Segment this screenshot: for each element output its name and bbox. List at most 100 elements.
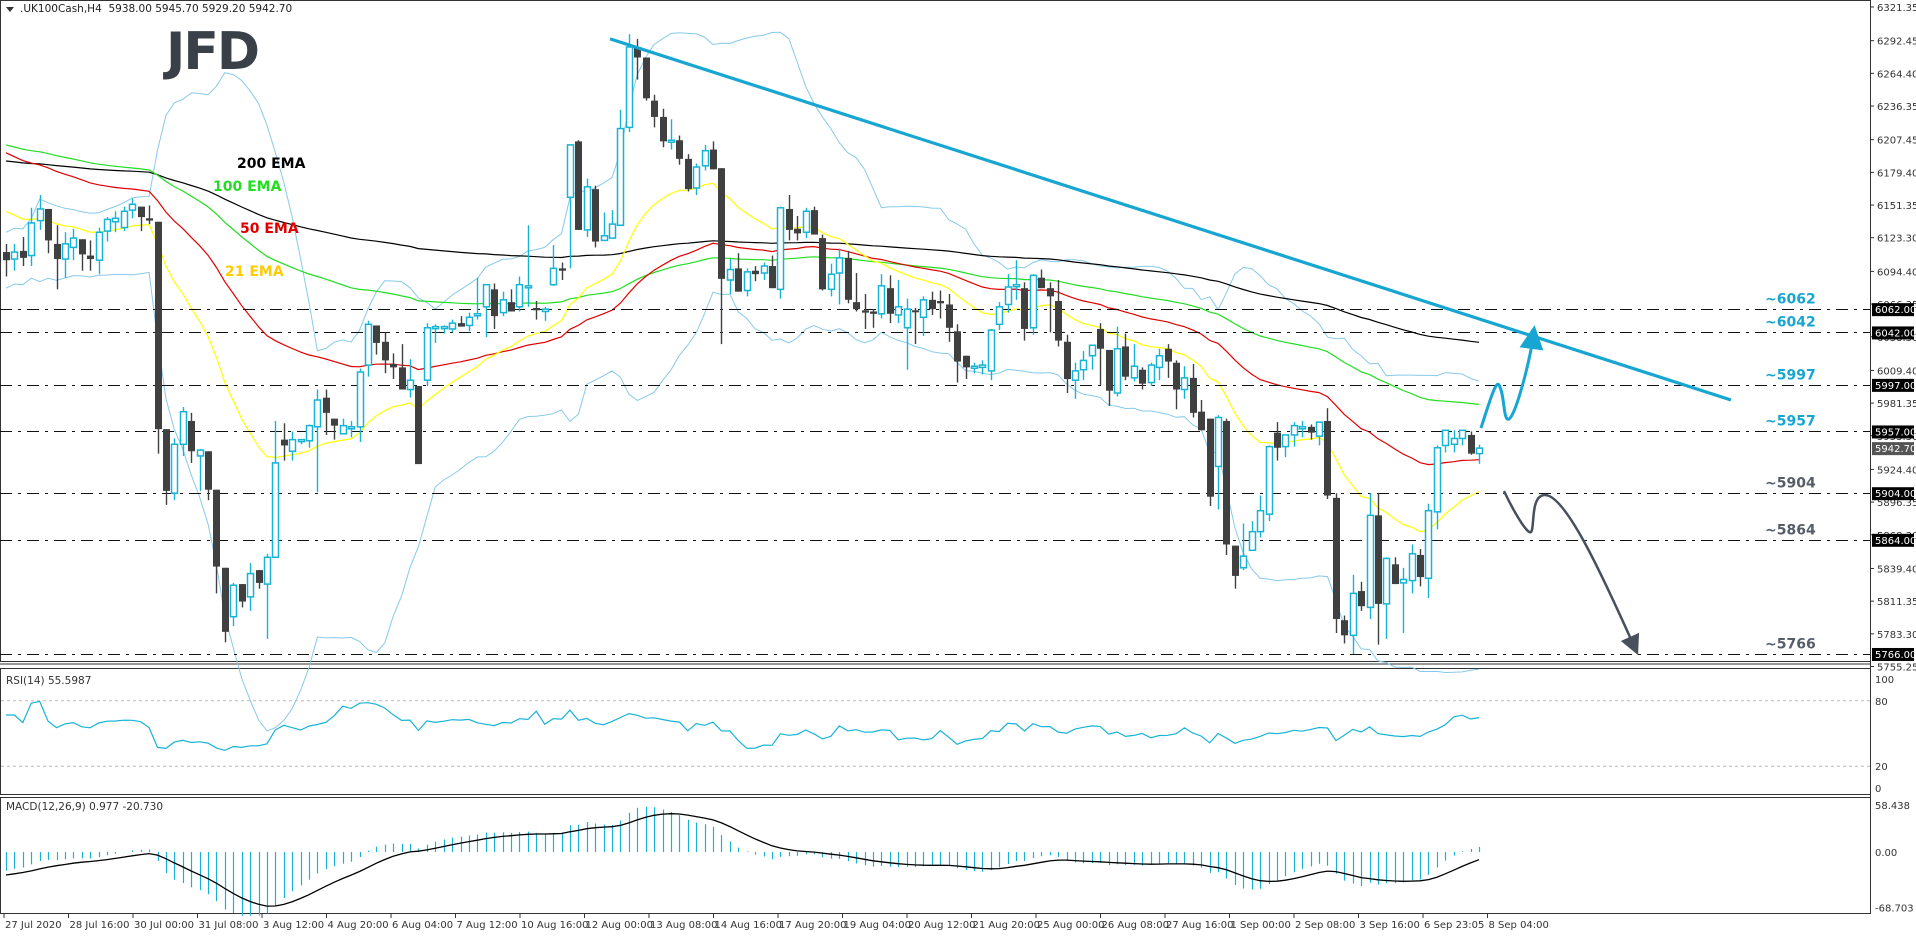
time-tick: 21 Aug 20:00 bbox=[973, 920, 1040, 931]
candle bbox=[390, 353, 397, 380]
bollinger-lower bbox=[5, 271, 1480, 732]
level-label: ~5864 bbox=[1765, 523, 1816, 539]
level-price-box: 5997.00 bbox=[1875, 381, 1916, 392]
candle bbox=[1450, 430, 1459, 453]
time-tick: 1 Sep 00:00 bbox=[1231, 920, 1291, 931]
candle bbox=[87, 240, 94, 271]
candle bbox=[339, 418, 348, 435]
candle bbox=[1441, 429, 1450, 453]
candle bbox=[1281, 434, 1290, 458]
candle bbox=[347, 420, 356, 438]
candle bbox=[1165, 344, 1172, 378]
trendline[interactable] bbox=[609, 37, 1732, 402]
candle bbox=[676, 135, 683, 165]
level-label: ~6062 bbox=[1765, 292, 1816, 308]
candle bbox=[1324, 408, 1331, 500]
candle bbox=[69, 228, 78, 261]
price-axis[interactable]: 6321.35 6292.45 6264.40 6236.35 6207.45 6179.… bbox=[1870, 0, 1916, 913]
candle bbox=[894, 280, 903, 324]
horizontal-levels: ~6062 ~6042 ~5997 ~5957 ~5904 ~5864 ~5766 bbox=[0, 292, 1870, 655]
bollinger-bands bbox=[5, 31, 1480, 732]
price-tick: 6264.40 bbox=[1877, 69, 1916, 80]
macd-tick: -68.703 bbox=[1875, 903, 1914, 914]
candle bbox=[616, 109, 625, 227]
candle bbox=[271, 420, 280, 559]
rsi-tick: 100 bbox=[1875, 675, 1894, 686]
candle bbox=[1214, 415, 1223, 510]
candle bbox=[179, 407, 188, 456]
candle bbox=[549, 245, 558, 286]
candle bbox=[1173, 360, 1180, 410]
ema-label: 200 EMA bbox=[237, 156, 306, 172]
time-tick: 2 Sep 08:00 bbox=[1295, 920, 1355, 931]
candle bbox=[903, 298, 912, 370]
candle bbox=[170, 438, 179, 501]
time-tick: 13 Aug 08:00 bbox=[650, 920, 717, 931]
candle bbox=[1458, 429, 1467, 446]
candle bbox=[533, 300, 540, 320]
time-tick: 4 Aug 20:00 bbox=[328, 920, 389, 931]
candle bbox=[1248, 521, 1257, 552]
time-axis[interactable]: 27 Jul 2020 28 Jul 16:00 30 Jul 00:00 31 Ju… bbox=[3, 913, 1549, 931]
candle bbox=[482, 283, 491, 338]
level-price-box: 5766.00 bbox=[1875, 650, 1916, 661]
candle bbox=[978, 360, 987, 375]
candle bbox=[246, 563, 255, 611]
rsi-line bbox=[6, 700, 1480, 752]
candle bbox=[559, 262, 566, 281]
candle bbox=[229, 582, 238, 627]
candle bbox=[575, 140, 582, 230]
rsi-tick: 20 bbox=[1875, 762, 1888, 773]
candle bbox=[373, 325, 380, 355]
candle bbox=[423, 323, 432, 387]
candle bbox=[1130, 344, 1139, 382]
candle bbox=[1232, 545, 1239, 589]
candle bbox=[1038, 269, 1045, 289]
symbol-label: .UK100Cash,H4 bbox=[20, 3, 102, 15]
candle bbox=[297, 438, 306, 445]
time-tick: 30 Jul 00:00 bbox=[134, 920, 194, 931]
time-tick: 25 Aug 00:00 bbox=[1037, 920, 1104, 931]
level-label: ~6042 bbox=[1765, 315, 1816, 331]
candle bbox=[1290, 422, 1299, 447]
rsi-label: RSI(14) 55.5987 bbox=[6, 675, 92, 687]
candle bbox=[288, 431, 297, 461]
candle bbox=[196, 448, 205, 491]
candle bbox=[802, 207, 811, 239]
candle bbox=[54, 225, 61, 290]
candle bbox=[794, 215, 801, 241]
candle bbox=[786, 194, 793, 241]
price-tick: 6123.30 bbox=[1877, 234, 1916, 245]
candle bbox=[692, 163, 701, 195]
chart-header: .UK100Cash,H4 5938.00 5945.70 5929.20 59… bbox=[6, 3, 292, 15]
rsi-panel: 100 80 20 0 bbox=[1, 675, 1894, 795]
collapse-triangle-icon[interactable] bbox=[6, 6, 14, 12]
candle bbox=[1256, 495, 1265, 538]
current-price-box: 5942.70 bbox=[1875, 444, 1916, 455]
level-price-box: 5957.00 bbox=[1875, 427, 1916, 438]
candle bbox=[827, 263, 836, 297]
logo-text-right-glyph: D bbox=[216, 22, 260, 82]
candle bbox=[995, 302, 1004, 331]
candle bbox=[870, 309, 877, 328]
candle bbox=[323, 389, 330, 435]
time-tick: 26 Aug 08:00 bbox=[1102, 920, 1169, 931]
candle bbox=[146, 205, 153, 225]
candle bbox=[1475, 444, 1484, 464]
candle bbox=[3, 243, 10, 277]
candle bbox=[1349, 574, 1358, 654]
candle bbox=[188, 412, 195, 463]
price-tick: 6292.45 bbox=[1877, 37, 1916, 48]
candle bbox=[651, 94, 658, 128]
ema-200-line bbox=[5, 160, 1480, 343]
candle bbox=[1097, 323, 1104, 385]
candle bbox=[163, 429, 170, 505]
candle bbox=[625, 34, 634, 133]
price-tick: 6236.35 bbox=[1877, 102, 1916, 113]
level-label: ~5766 bbox=[1765, 637, 1816, 653]
candle bbox=[845, 250, 852, 304]
price-tick: 5839.40 bbox=[1877, 564, 1916, 575]
price-tick: 5896.35 bbox=[1877, 498, 1916, 509]
candle bbox=[963, 355, 970, 380]
